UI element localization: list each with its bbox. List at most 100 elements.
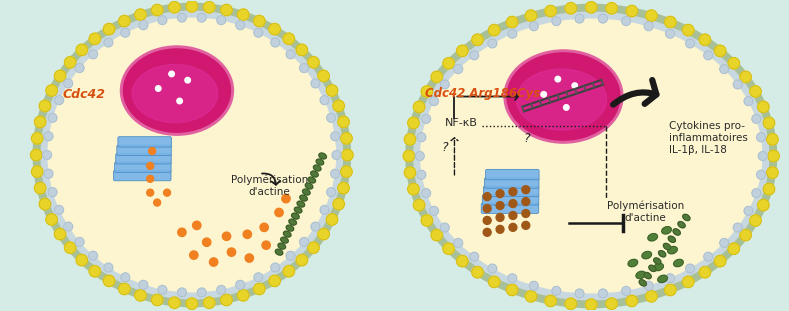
Ellipse shape	[507, 53, 620, 140]
Circle shape	[575, 289, 584, 298]
Circle shape	[308, 242, 320, 253]
Circle shape	[443, 58, 454, 69]
Circle shape	[341, 132, 352, 144]
Ellipse shape	[48, 18, 335, 292]
Circle shape	[417, 133, 426, 142]
Circle shape	[158, 285, 166, 294]
Circle shape	[31, 149, 42, 161]
Circle shape	[644, 281, 653, 290]
Circle shape	[522, 186, 529, 194]
Circle shape	[169, 71, 174, 77]
Circle shape	[496, 225, 504, 233]
Circle shape	[757, 170, 765, 179]
Ellipse shape	[281, 237, 288, 243]
FancyBboxPatch shape	[484, 178, 539, 188]
Circle shape	[44, 132, 53, 141]
Circle shape	[644, 22, 653, 31]
Circle shape	[254, 273, 263, 282]
Circle shape	[54, 206, 64, 214]
Circle shape	[178, 13, 186, 22]
Circle shape	[469, 252, 479, 261]
Circle shape	[626, 295, 638, 307]
Ellipse shape	[659, 251, 666, 257]
Ellipse shape	[648, 234, 657, 241]
Circle shape	[271, 263, 280, 272]
Circle shape	[197, 13, 206, 22]
Circle shape	[545, 5, 556, 17]
Circle shape	[714, 255, 726, 267]
Text: Cdc42 Arg186Cys: Cdc42 Arg186Cys	[424, 86, 540, 100]
Circle shape	[733, 80, 742, 89]
Circle shape	[522, 197, 529, 206]
FancyBboxPatch shape	[484, 186, 539, 197]
Circle shape	[185, 77, 190, 83]
Circle shape	[507, 16, 518, 28]
Circle shape	[155, 86, 161, 91]
Ellipse shape	[305, 183, 312, 189]
Circle shape	[333, 100, 345, 112]
Circle shape	[429, 207, 439, 215]
Circle shape	[768, 150, 780, 162]
Circle shape	[622, 17, 630, 26]
Circle shape	[253, 283, 265, 295]
Text: Cdc42: Cdc42	[63, 87, 106, 100]
Circle shape	[483, 193, 491, 201]
Circle shape	[704, 252, 712, 261]
Circle shape	[664, 284, 676, 296]
Circle shape	[421, 215, 432, 226]
Circle shape	[472, 34, 484, 45]
Circle shape	[32, 132, 43, 144]
Circle shape	[509, 200, 517, 207]
Circle shape	[260, 223, 268, 231]
Circle shape	[43, 151, 51, 160]
Circle shape	[135, 290, 146, 301]
Circle shape	[118, 283, 130, 295]
Circle shape	[88, 251, 98, 260]
Circle shape	[496, 190, 504, 197]
Ellipse shape	[664, 243, 671, 250]
Ellipse shape	[33, 3, 350, 307]
Text: Cytokines pro-
inflammatoires
IL-1β, IL-18: Cytokines pro- inflammatoires IL-1β, IL-…	[668, 121, 747, 155]
Circle shape	[327, 114, 335, 122]
Circle shape	[552, 17, 561, 26]
Ellipse shape	[406, 4, 776, 308]
Circle shape	[454, 65, 462, 73]
Ellipse shape	[308, 177, 316, 183]
Circle shape	[269, 23, 280, 35]
Circle shape	[178, 288, 186, 297]
Circle shape	[300, 64, 308, 72]
Text: NF-κB: NF-κB	[444, 118, 477, 128]
Ellipse shape	[668, 236, 675, 242]
Circle shape	[421, 86, 432, 97]
Circle shape	[269, 275, 280, 287]
Circle shape	[103, 23, 114, 35]
Circle shape	[488, 264, 497, 273]
Circle shape	[327, 214, 338, 225]
Ellipse shape	[628, 259, 638, 267]
Circle shape	[750, 86, 761, 97]
Circle shape	[622, 286, 630, 295]
Circle shape	[472, 267, 484, 278]
Circle shape	[341, 166, 352, 177]
Ellipse shape	[292, 213, 299, 219]
Circle shape	[720, 239, 729, 247]
Circle shape	[104, 38, 113, 47]
Ellipse shape	[653, 258, 661, 264]
Circle shape	[767, 134, 778, 145]
Circle shape	[757, 133, 765, 142]
Circle shape	[599, 289, 608, 298]
Circle shape	[733, 223, 742, 232]
Circle shape	[720, 65, 729, 73]
Circle shape	[483, 228, 491, 236]
Circle shape	[699, 34, 711, 45]
Circle shape	[740, 229, 751, 241]
Ellipse shape	[667, 247, 677, 254]
Text: ?: ?	[442, 141, 448, 154]
Circle shape	[65, 242, 76, 253]
Circle shape	[714, 45, 726, 57]
Circle shape	[508, 274, 517, 283]
Circle shape	[758, 151, 767, 160]
Circle shape	[237, 290, 249, 301]
Circle shape	[744, 97, 753, 105]
Circle shape	[699, 267, 711, 278]
